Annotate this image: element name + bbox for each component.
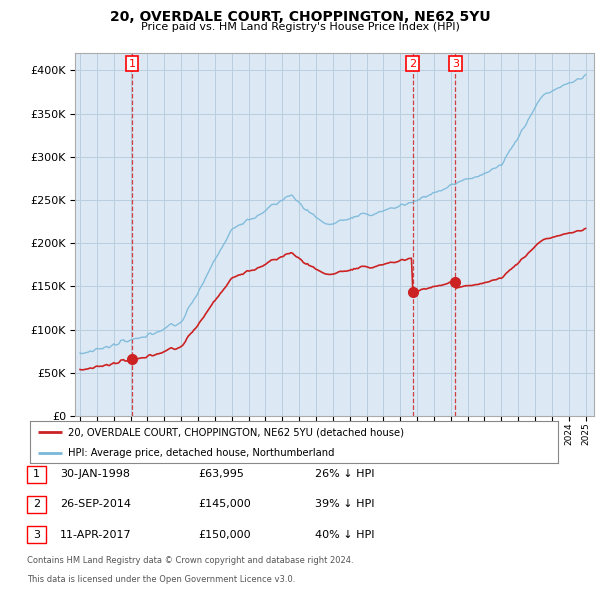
Text: 30-JAN-1998: 30-JAN-1998 (60, 470, 130, 479)
Text: 39% ↓ HPI: 39% ↓ HPI (315, 500, 374, 509)
Text: 2: 2 (33, 500, 40, 509)
Text: This data is licensed under the Open Government Licence v3.0.: This data is licensed under the Open Gov… (27, 575, 295, 584)
Text: 3: 3 (33, 530, 40, 539)
Text: 26-SEP-2014: 26-SEP-2014 (60, 500, 131, 509)
Text: £150,000: £150,000 (198, 530, 251, 539)
Text: 1: 1 (33, 470, 40, 479)
Text: HPI: Average price, detached house, Northumberland: HPI: Average price, detached house, Nort… (68, 448, 335, 457)
Text: 2: 2 (409, 58, 416, 68)
Text: Contains HM Land Registry data © Crown copyright and database right 2024.: Contains HM Land Registry data © Crown c… (27, 556, 353, 565)
Text: 26% ↓ HPI: 26% ↓ HPI (315, 470, 374, 479)
Text: 20, OVERDALE COURT, CHOPPINGTON, NE62 5YU: 20, OVERDALE COURT, CHOPPINGTON, NE62 5Y… (110, 10, 490, 24)
Text: 3: 3 (452, 58, 459, 68)
Text: £145,000: £145,000 (198, 500, 251, 509)
Text: 20, OVERDALE COURT, CHOPPINGTON, NE62 5YU (detached house): 20, OVERDALE COURT, CHOPPINGTON, NE62 5Y… (68, 427, 404, 437)
Text: Price paid vs. HM Land Registry's House Price Index (HPI): Price paid vs. HM Land Registry's House … (140, 22, 460, 32)
Text: £63,995: £63,995 (198, 470, 244, 479)
Text: 40% ↓ HPI: 40% ↓ HPI (315, 530, 374, 539)
Text: 11-APR-2017: 11-APR-2017 (60, 530, 131, 539)
Text: 1: 1 (128, 58, 136, 68)
